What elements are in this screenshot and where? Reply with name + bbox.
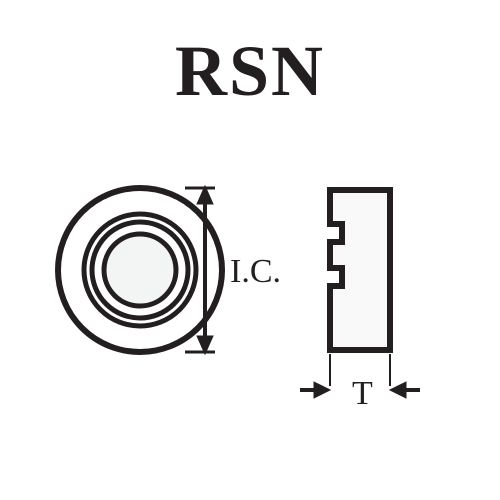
dimension-diagram: I.C. T: [0, 160, 500, 440]
t-label: T: [352, 375, 373, 412]
figure-title: RSN: [0, 30, 500, 113]
ic-label: I.C.: [230, 253, 281, 290]
insert-side-view: [330, 190, 390, 350]
insert-inner-circle: [104, 234, 176, 306]
figure-container: RSN I.C.: [0, 0, 500, 500]
